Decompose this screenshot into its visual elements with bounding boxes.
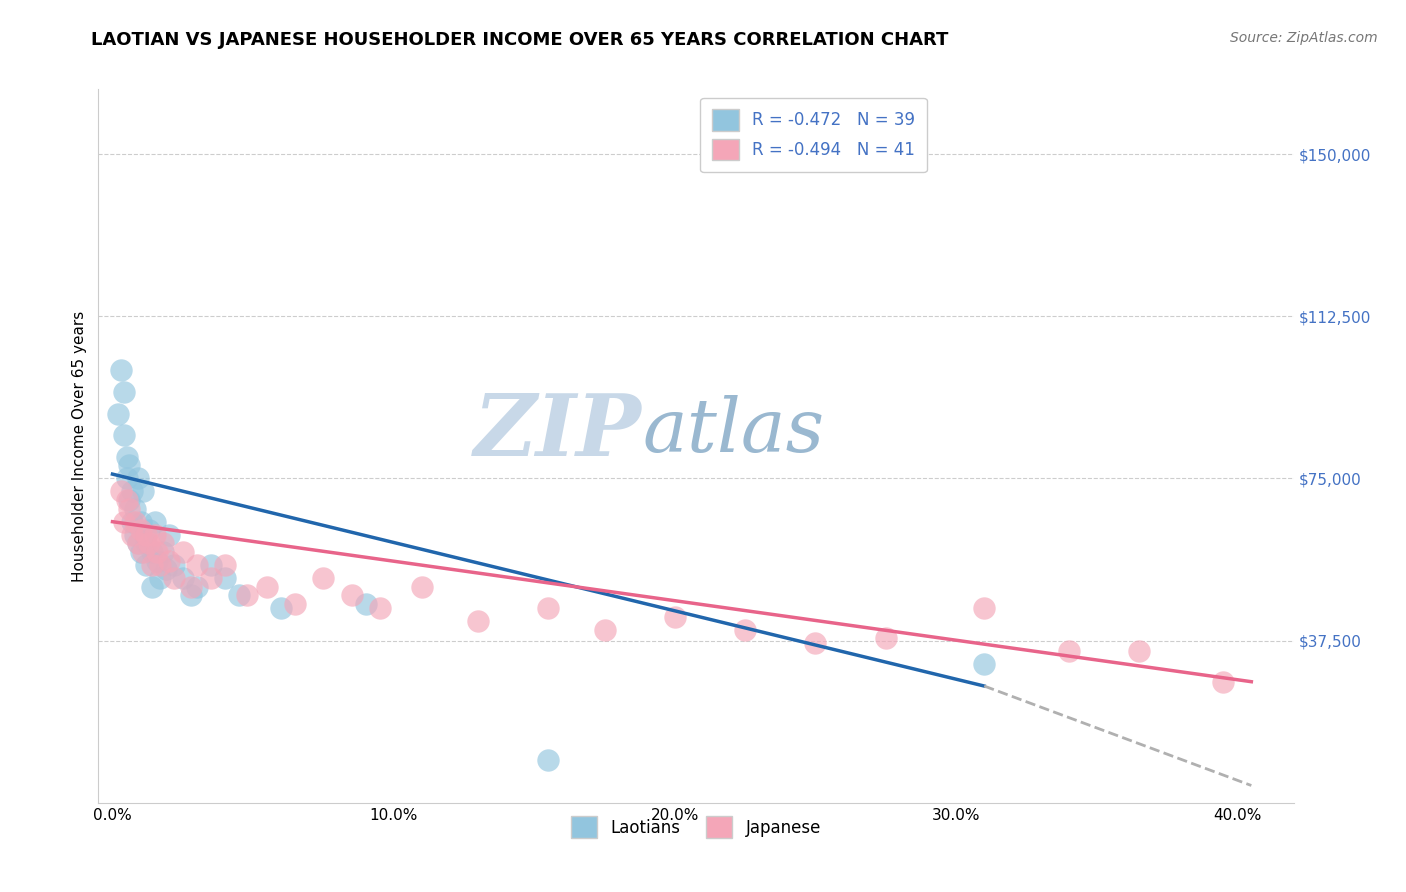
Point [129, 524, 152, 538]
Point [236, 588, 259, 602]
Point [467, 614, 489, 628]
Point [537, 601, 560, 615]
Point [973, 657, 995, 672]
Point [127, 536, 149, 550]
Text: ZIP: ZIP [474, 390, 643, 474]
Point [129, 515, 152, 529]
Point [368, 601, 391, 615]
Point [141, 558, 163, 572]
Point [214, 558, 236, 572]
Point [135, 558, 157, 572]
Point [537, 753, 560, 767]
Point [135, 536, 157, 550]
Point [163, 571, 186, 585]
Point [180, 580, 202, 594]
Point [973, 601, 995, 615]
Point [121, 527, 143, 541]
Point [411, 580, 433, 594]
Point [804, 636, 827, 650]
Point [132, 484, 155, 499]
Point [107, 407, 129, 421]
Point [129, 545, 152, 559]
Point [186, 558, 208, 572]
Point [180, 588, 202, 602]
Point [1128, 644, 1150, 658]
Point [270, 601, 292, 615]
Point [138, 524, 160, 538]
Point [112, 515, 135, 529]
Point [149, 558, 172, 572]
Point [112, 384, 135, 399]
Point [157, 553, 180, 567]
Point [146, 553, 169, 567]
Point [110, 363, 132, 377]
Point [214, 571, 236, 585]
Point [143, 515, 166, 529]
Point [124, 515, 146, 529]
Point [121, 484, 143, 499]
Point [115, 450, 138, 464]
Point [340, 588, 363, 602]
Point [200, 571, 222, 585]
Point [118, 493, 141, 508]
Point [112, 428, 135, 442]
Point [172, 571, 194, 585]
Point [1212, 674, 1234, 689]
Text: Source: ZipAtlas.com: Source: ZipAtlas.com [1230, 31, 1378, 45]
Point [152, 545, 174, 559]
Point [118, 501, 141, 516]
Point [110, 484, 132, 499]
Point [127, 471, 149, 485]
Point [284, 597, 307, 611]
Point [172, 545, 194, 559]
Text: atlas: atlas [643, 395, 824, 468]
Point [155, 562, 177, 576]
Point [124, 501, 146, 516]
Point [256, 580, 278, 594]
Text: LAOTIAN VS JAPANESE HOUSEHOLDER INCOME OVER 65 YEARS CORRELATION CHART: LAOTIAN VS JAPANESE HOUSEHOLDER INCOME O… [91, 31, 949, 49]
Point [312, 571, 335, 585]
Point [354, 597, 377, 611]
Legend: Laotians, Japanese: Laotians, Japanese [564, 810, 828, 845]
Point [734, 623, 756, 637]
Point [115, 493, 138, 508]
Point [664, 610, 686, 624]
Point [118, 458, 141, 473]
Point [149, 571, 172, 585]
Point [1057, 644, 1080, 658]
Point [152, 536, 174, 550]
Y-axis label: Householder Income Over 65 years: Householder Income Over 65 years [72, 310, 87, 582]
Point [228, 588, 250, 602]
Point [138, 536, 160, 550]
Point [127, 536, 149, 550]
Point [875, 632, 897, 646]
Point [141, 545, 163, 559]
Point [132, 545, 155, 559]
Point [157, 527, 180, 541]
Point [146, 545, 169, 559]
Point [200, 558, 222, 572]
Point [135, 527, 157, 541]
Point [593, 623, 616, 637]
Point [115, 471, 138, 485]
Point [143, 527, 166, 541]
Point [141, 580, 163, 594]
Point [186, 580, 208, 594]
Point [124, 527, 146, 541]
Point [121, 515, 143, 529]
Point [163, 558, 186, 572]
